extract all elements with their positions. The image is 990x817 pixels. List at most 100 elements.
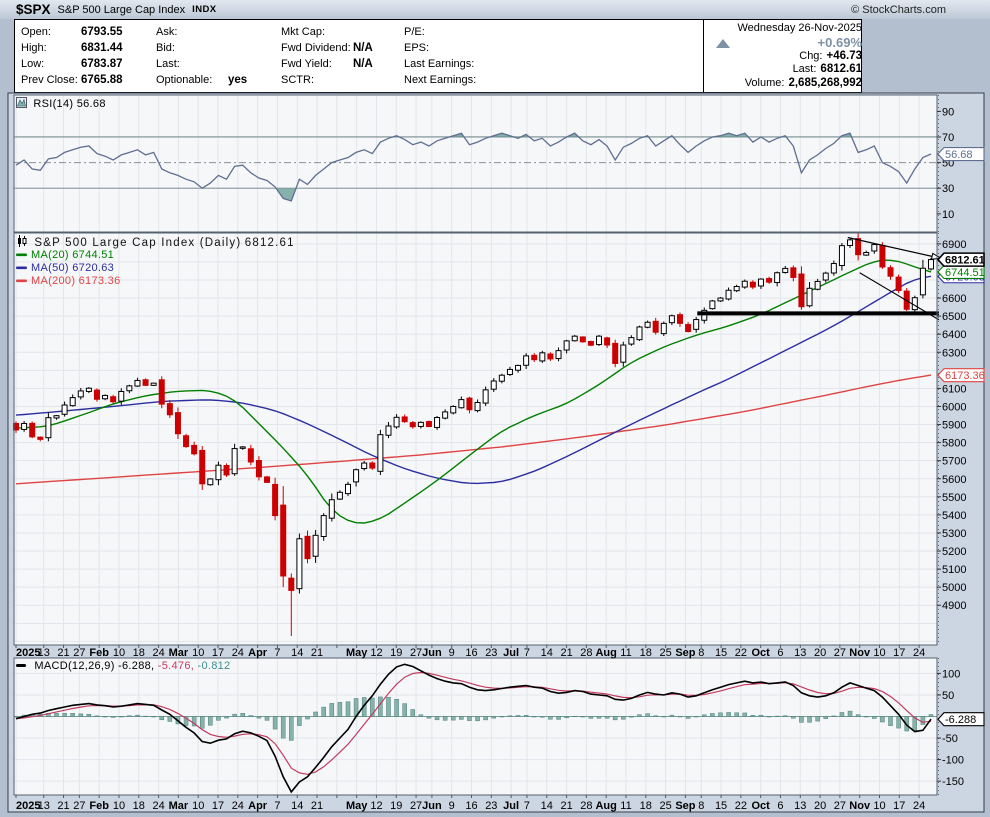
svg-text:56.68: 56.68 [945,149,973,161]
fwdyield-label: Fwd Yield: [281,58,332,70]
volume-value: 2,685,268,992 [788,77,862,90]
svg-text:6: 6 [777,800,783,812]
svg-text:22: 22 [735,800,747,812]
svg-text:10: 10 [192,647,204,659]
svg-text:21: 21 [560,647,572,659]
svg-text:Sep: Sep [675,647,695,659]
candlestick-icon [18,235,27,247]
svg-text:-150: -150 [942,776,964,788]
svg-text:27: 27 [73,647,85,659]
macd-line-icon [16,664,26,667]
svg-text:2025: 2025 [16,647,40,659]
last-label: Last: [156,58,180,70]
svg-text:May: May [346,647,368,659]
svg-text:Jun: Jun [422,800,442,812]
svg-text:19: 19 [390,800,402,812]
main-legend-title-row: S&P 500 Large Cap Index (Daily) 6812.61 [16,235,295,249]
svg-text:-50: -50 [942,733,958,745]
symbol: $SPX [16,2,51,17]
svg-text:6812.61: 6812.61 [945,255,985,267]
svg-text:16: 16 [465,647,477,659]
svg-text:Oct: Oct [752,647,771,659]
ma200-legend: MA(200) 6173.36 [16,275,121,287]
svg-text:6: 6 [777,647,783,659]
svg-text:27: 27 [410,647,422,659]
svg-text:30: 30 [942,183,954,195]
svg-text:6744.51: 6744.51 [945,267,985,279]
high-value: 6831.44 [81,42,123,54]
svg-text:70: 70 [942,132,954,144]
candles-layer [13,233,934,636]
ma50-value: 6720.63 [72,262,115,274]
quote-col-bidask: Ask: Bid: Last: Optionable: yes [156,24,247,88]
ask-label: Ask: [156,26,178,38]
svg-text:10: 10 [113,647,125,659]
svg-text:10: 10 [873,647,885,659]
svg-text:17: 17 [212,800,224,812]
svg-text:6100: 6100 [942,383,966,395]
svg-text:5400: 5400 [942,510,966,522]
svg-text:25: 25 [659,647,671,659]
main-chart-last: 6812.61 [244,237,295,249]
svg-text:Sep: Sep [675,800,695,812]
svg-text:17: 17 [893,800,905,812]
prevclose-label: Prev Close: [21,74,78,86]
svg-text:13: 13 [794,800,806,812]
svg-text:21: 21 [311,800,323,812]
svg-text:21: 21 [57,800,69,812]
rsi-icon [16,97,27,108]
svg-text:18: 18 [640,800,652,812]
svg-text:11: 11 [620,800,631,812]
exchange-tag: INDX [192,4,217,15]
ma200-value: 6173.36 [78,275,121,287]
quote-col-earnings: P/E: EPS: Last Earnings: Next Earnings: [404,24,484,88]
svg-text:14: 14 [541,647,553,659]
optionable-value: yes [228,74,248,86]
svg-text:6173.36: 6173.36 [945,370,985,382]
svg-text:100: 100 [942,668,960,680]
quote-col-ohlc: Open: 6793.55 High: 6831.44 Low: 6783.87 Pr… [21,24,123,88]
svg-text:18: 18 [133,647,145,659]
svg-text:21: 21 [57,647,69,659]
svg-text:8: 8 [698,800,704,812]
svg-text:21: 21 [311,647,323,659]
svg-text:Feb: Feb [89,800,109,812]
svg-text:4900: 4900 [942,600,966,612]
svg-text:50: 50 [942,690,954,702]
fwddividend-label: Fwd Dividend: [281,42,351,54]
svg-text:6300: 6300 [942,347,966,359]
svg-text:13: 13 [38,800,50,812]
svg-text:-6.288: -6.288 [945,714,976,726]
svg-text:15: 15 [715,800,727,812]
svg-text:17: 17 [893,647,905,659]
copyright-link[interactable]: © StockCharts.com [851,3,946,16]
svg-text:5800: 5800 [942,438,966,450]
last-price-label: Last: [792,63,817,76]
svg-text:5200: 5200 [942,546,966,558]
svg-text:Jun: Jun [422,647,442,659]
ma50-line-icon [16,266,27,270]
svg-text:16: 16 [465,800,477,812]
svg-text:7: 7 [524,647,530,659]
svg-text:Aug: Aug [595,800,616,812]
svg-text:Aug: Aug [595,647,616,659]
quote-panel: Open: 6793.55 High: 6831.44 Low: 6783.87 Pr… [14,19,862,93]
svg-text:6500: 6500 [942,311,966,323]
pct-change-row: +0.69% [708,35,865,50]
svg-text:14: 14 [541,800,553,812]
svg-text:24: 24 [913,800,925,812]
fwddividend-value: N/A [353,42,373,54]
svg-text:5700: 5700 [942,456,966,468]
svg-text:24: 24 [913,647,925,659]
nextearnings-label: Next Earnings: [404,74,477,86]
ma20-label: MA(20) [31,249,69,261]
svg-text:12: 12 [370,800,382,812]
svg-text:6900: 6900 [942,239,966,251]
svg-text:10: 10 [192,800,204,812]
svg-text:19: 19 [390,647,402,659]
svg-text:Oct: Oct [752,800,771,812]
svg-text:90: 90 [942,106,954,118]
svg-text:25: 25 [659,800,671,812]
